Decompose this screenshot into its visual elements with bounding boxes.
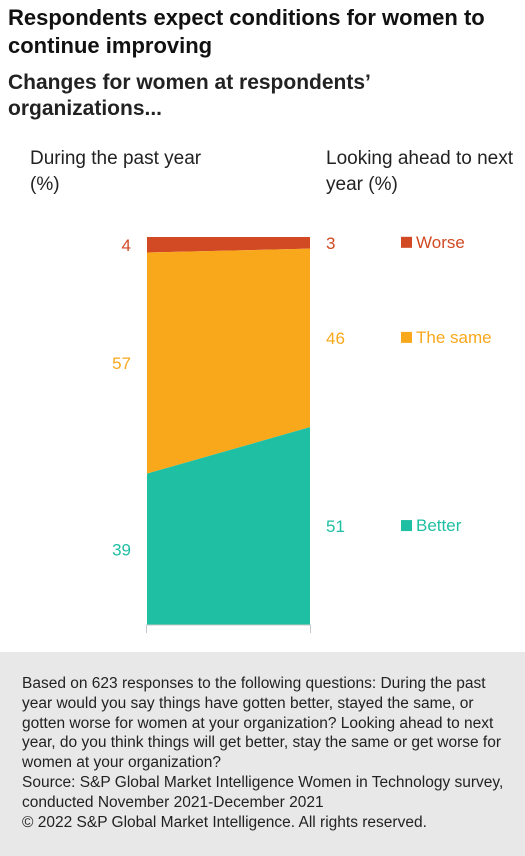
- chart-subtitle: Changes for women at respondents’ organi…: [8, 71, 370, 120]
- left-column-label: During the past year (%): [30, 148, 202, 195]
- band-the-same: [147, 248, 310, 474]
- legend-swatch-better: [401, 520, 412, 532]
- legend-label-the-same: The same: [416, 328, 492, 347]
- value-label-left-the-same: 57: [112, 354, 131, 373]
- legend-label-worse: Worse: [416, 233, 465, 252]
- legend-swatch-the-same: [401, 331, 412, 343]
- legend-swatch-worse: [401, 236, 412, 248]
- value-label-right-better: 51: [326, 517, 345, 536]
- legend-label-better: Better: [416, 516, 462, 535]
- value-label-left-worse: 4: [122, 236, 131, 255]
- right-column-label: Looking ahead to next year (%): [326, 148, 513, 195]
- footer-notes: Based on 623 responses to the following …: [0, 652, 525, 856]
- footer-note: Based on 623 responses to the following …: [22, 675, 502, 772]
- band-worse: [147, 237, 310, 253]
- footer-text: Based on 623 responses to the following …: [22, 674, 507, 832]
- footer-source: Source: S&P Global Market Intelligence W…: [22, 773, 504, 811]
- stacked-slope-chart: 4 3 Worse 57 46 The same 39 51 Better: [112, 233, 492, 633]
- chart-title: Respondents expect conditions for women …: [8, 5, 485, 58]
- footer-copyright: © 2022 S&P Global Market Intelligence. A…: [22, 813, 427, 831]
- value-label-right-worse: 3: [326, 234, 335, 253]
- band-better: [147, 427, 310, 625]
- value-label-right-the-same: 46: [326, 329, 345, 348]
- value-label-left-better: 39: [112, 540, 131, 559]
